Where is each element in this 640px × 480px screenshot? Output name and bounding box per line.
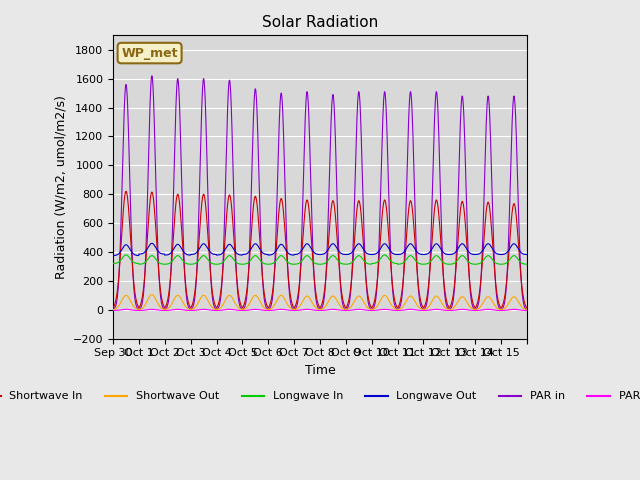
Legend: Shortwave In, Shortwave Out, Longwave In, Longwave Out, PAR in, PAR out: Shortwave In, Shortwave Out, Longwave In…: [0, 387, 640, 406]
Text: WP_met: WP_met: [122, 47, 178, 60]
Y-axis label: Radiation (W/m2, umol/m2/s): Radiation (W/m2, umol/m2/s): [54, 95, 67, 279]
Title: Solar Radiation: Solar Radiation: [262, 15, 378, 30]
X-axis label: Time: Time: [305, 364, 335, 377]
